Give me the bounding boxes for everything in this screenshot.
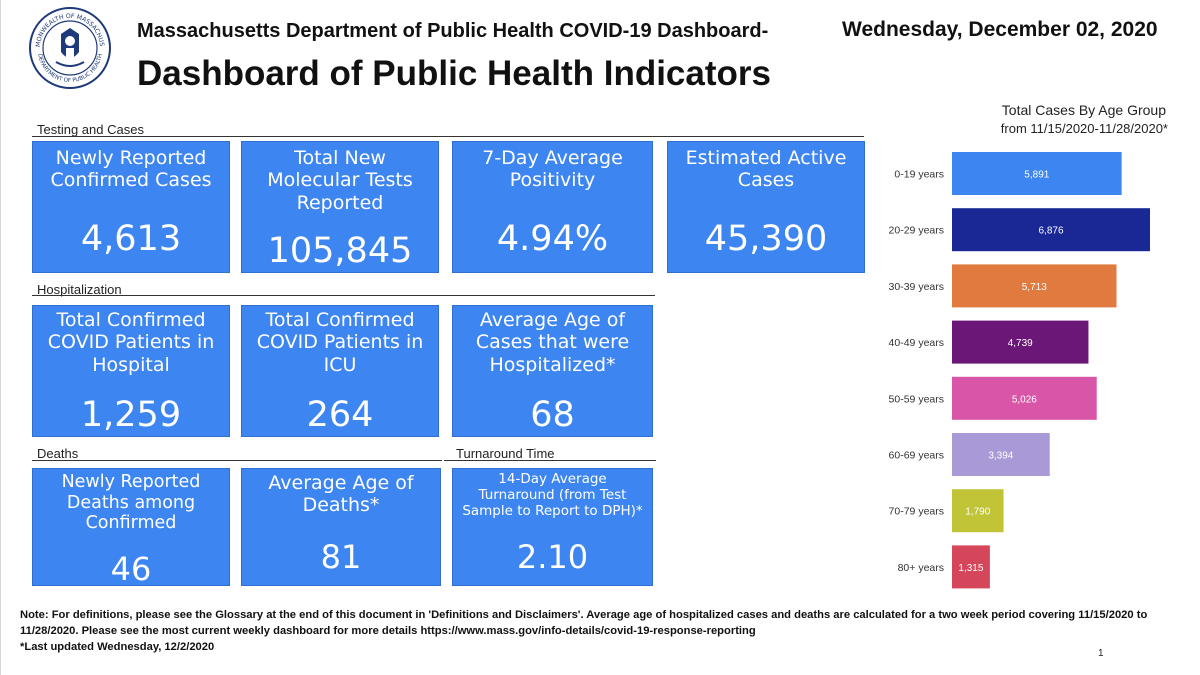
bar — [952, 376, 1097, 420]
category-label: 40-49 years — [889, 337, 944, 349]
category-label: 50-59 years — [889, 393, 944, 405]
tile-new-deaths: Newly Reported Deaths among Confirmed 46 — [32, 468, 230, 586]
tile-icu-patients: Total Confirmed COVID Patients in ICU 26… — [241, 305, 439, 437]
section-hospitalization-label: Hospitalization — [37, 282, 122, 297]
bar-value-label: 6,876 — [1038, 226, 1063, 237]
chart-date-range: from 11/15/2020-11/28/2020* — [1000, 121, 1168, 136]
footer-notes: Note: For definitions, please see the Gl… — [20, 608, 1190, 656]
tile-hospitalized-age: Average Age of Cases that were Hospitali… — [452, 305, 653, 437]
section-deaths-rule — [32, 460, 442, 461]
bar — [952, 545, 990, 589]
category-label: 60-69 years — [889, 450, 944, 462]
tile-value: 4.94% — [496, 219, 609, 259]
bar-value-label: 4,739 — [1008, 338, 1033, 349]
chart-title: Total Cases By Age Group — [1001, 102, 1166, 118]
tile-positivity: 7-Day Average Positivity 4.94% — [452, 141, 653, 273]
tile-new-cases: Newly Reported Confirmed Cases 4,613 — [32, 141, 230, 273]
tile-label: Estimated Active Cases — [685, 147, 847, 192]
page-title: Dashboard of Public Health Indicators — [137, 54, 771, 93]
tile-value: 68 — [530, 395, 575, 435]
tile-label: Total Confirmed COVID Patients in Hospit… — [47, 309, 215, 376]
tile-active-cases: Estimated Active Cases 45,390 — [667, 141, 865, 273]
bar-value-label: 3,394 — [988, 451, 1013, 462]
section-deaths-label: Deaths — [37, 446, 79, 461]
bar — [952, 489, 1004, 533]
bar-value-label: 1,315 — [958, 563, 983, 574]
department-seal-logo: COMMONWEALTH OF MASSACHUSETTS DEPARTMENT… — [28, 6, 111, 89]
tile-label: Newly Reported Deaths among Confirmed — [61, 472, 201, 534]
tile-value: 81 — [320, 538, 362, 576]
report-date: Wednesday, December 02, 2020 — [842, 18, 1158, 41]
tile-value: 46 — [110, 550, 152, 588]
tile-value: 1,259 — [80, 395, 182, 435]
tile-death-age: Average Age of Deaths* 81 — [241, 468, 441, 586]
category-label: 70-79 years — [889, 506, 944, 518]
tile-label: Total New Molecular Tests Reported — [267, 147, 413, 214]
tile-value: 45,390 — [704, 219, 828, 259]
section-turnaround-rule — [444, 460, 656, 461]
bar — [952, 433, 1050, 476]
bar — [952, 208, 1150, 252]
tile-label: Average Age of Deaths* — [268, 472, 414, 517]
dashboard-subtitle: Massachusetts Department of Public Healt… — [137, 20, 769, 42]
age-group-bar-chart: 0-19 years 5,891 20-29 years 6,876 30-39 yea… — [889, 152, 1150, 589]
tile-hospital-patients: Total Confirmed COVID Patients in Hospit… — [32, 305, 230, 437]
last-updated: *Last updated Wednesday, 12/2/2020 — [20, 640, 215, 653]
category-label: 20-29 years — [889, 225, 944, 237]
tile-turnaround: 14-Day Average Turnaround (from Test Sam… — [452, 468, 653, 586]
section-testing-rule — [32, 136, 864, 137]
tile-label: 7-Day Average Positivity — [482, 147, 623, 192]
bar — [952, 152, 1122, 195]
tile-label: Average Age of Cases that were Hospitali… — [475, 309, 630, 376]
bar — [952, 264, 1117, 308]
tile-label: Total Confirmed COVID Patients in ICU — [256, 309, 424, 376]
section-testing-label: Testing and Cases — [37, 122, 144, 137]
tile-value: 2.10 — [516, 538, 589, 576]
footer-note: Note: For definitions, please see the Gl… — [20, 609, 1148, 637]
bar-value-label: 5,713 — [1022, 282, 1047, 293]
tile-value: 105,845 — [267, 231, 413, 271]
category-label: 80+ years — [898, 562, 944, 574]
bar — [952, 320, 1089, 364]
section-turnaround-label: Turnaround Time — [456, 446, 555, 461]
tile-label: Newly Reported Confirmed Cases — [50, 147, 212, 192]
page-number: 1 — [1098, 648, 1104, 659]
tile-value: 4,613 — [80, 219, 182, 259]
section-hospitalization-rule — [32, 295, 655, 296]
tile-label: 14-Day Average Turnaround (from Test Sam… — [462, 471, 643, 519]
category-label: 0-19 years — [894, 169, 944, 181]
category-label: 30-39 years — [889, 281, 944, 293]
bar-value-label: 5,891 — [1024, 170, 1049, 181]
bar-value-label: 5,026 — [1012, 394, 1037, 405]
tile-molecular-tests: Total New Molecular Tests Reported 105,8… — [241, 141, 439, 273]
bar-value-label: 1,790 — [965, 507, 990, 518]
tile-value: 264 — [306, 395, 374, 435]
